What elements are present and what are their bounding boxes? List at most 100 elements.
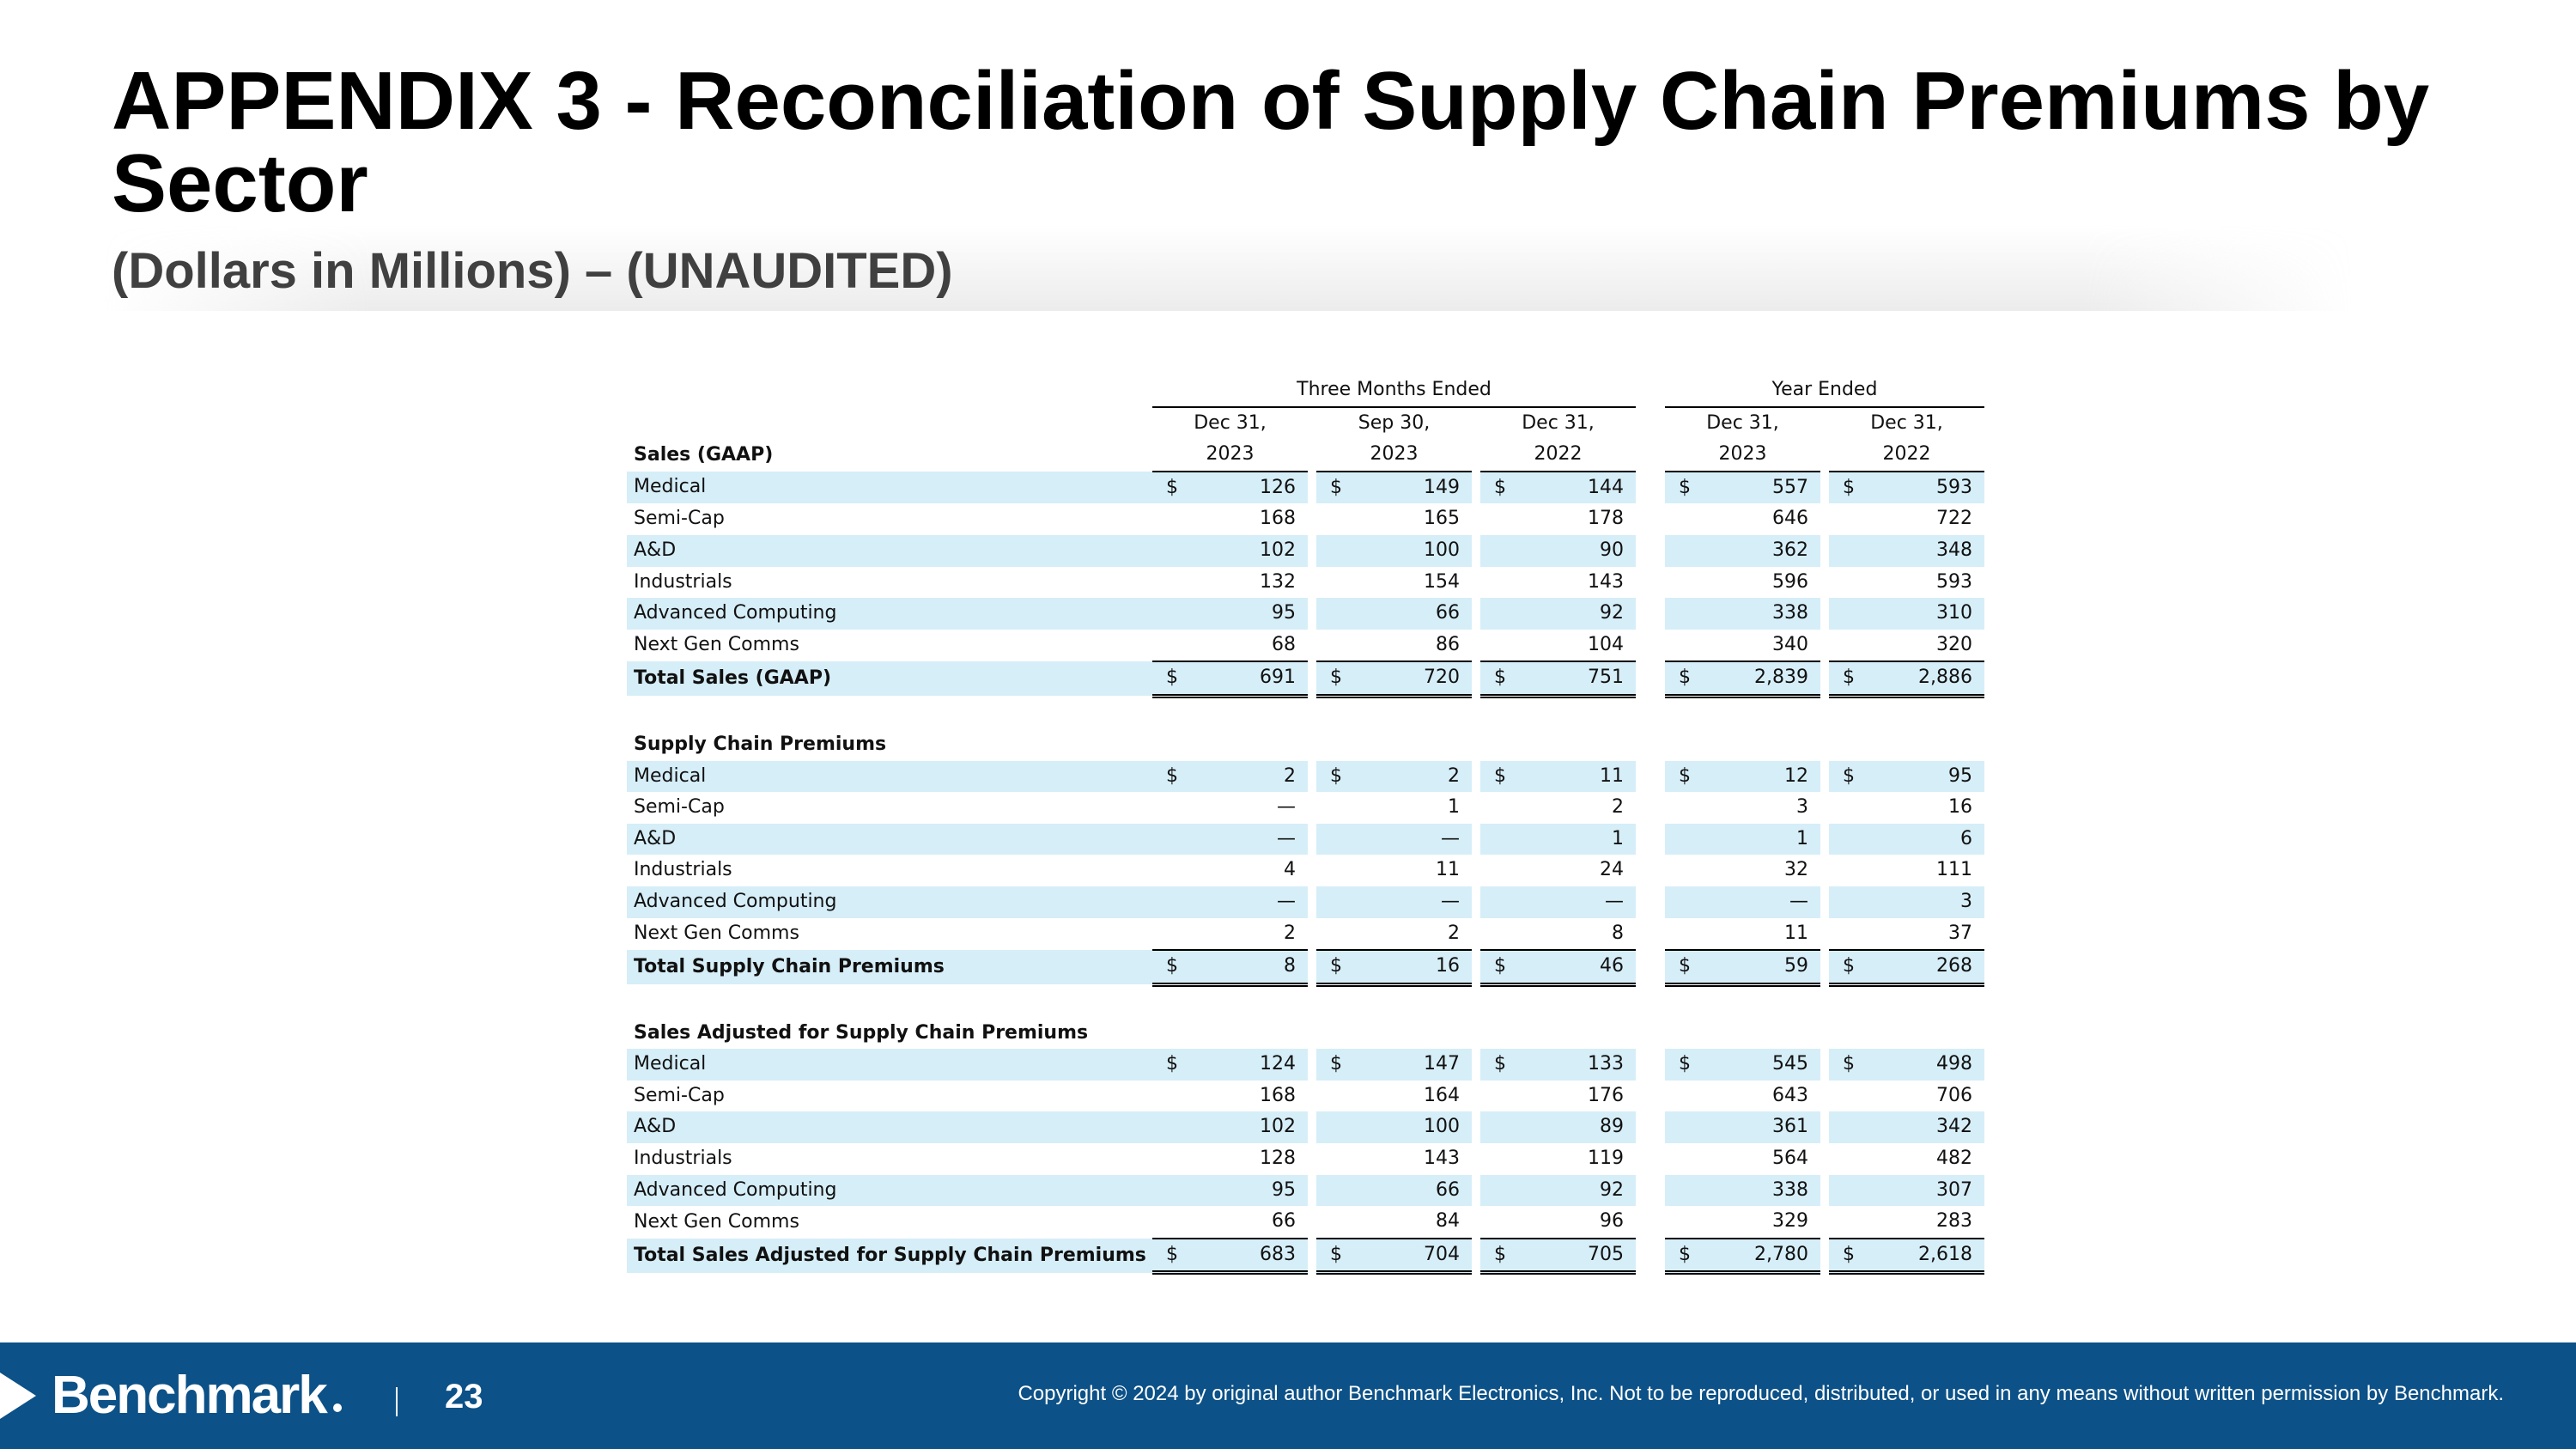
- value-cell: 1: [1448, 796, 1460, 819]
- currency-symbol: [1829, 630, 1880, 662]
- value-cell: 338: [1716, 598, 1820, 630]
- value-cell: 59: [1716, 949, 1820, 987]
- cell-gap: [1820, 1081, 1829, 1112]
- header-spacer: [1472, 439, 1480, 472]
- cell-gap: [1636, 1175, 1665, 1207]
- cell-gap: [1820, 630, 1829, 662]
- value-cell: 593: [1936, 570, 1972, 593]
- value-cell: 268: [1880, 949, 1984, 987]
- value-cell: 66: [1272, 1210, 1296, 1233]
- currency-symbol: [1316, 855, 1368, 886]
- value-cell: 2: [1448, 922, 1460, 944]
- header-spacer: [1308, 407, 1316, 440]
- cell-gap: [1636, 1081, 1665, 1112]
- currency-symbol: $: [1316, 760, 1368, 793]
- cell-gap: [1820, 1049, 1829, 1081]
- value-cell: 104: [1588, 633, 1624, 655]
- currency-symbol: $: [1480, 1237, 1532, 1275]
- row-label: Advanced Computing: [627, 1174, 1152, 1207]
- currency-symbol: [1316, 792, 1368, 824]
- cell-gap: [1820, 918, 1829, 951]
- value-cell: 706: [1936, 1084, 1972, 1106]
- currency-symbol: [1829, 567, 1880, 599]
- currency-symbol: [1316, 567, 1368, 599]
- value-cell: —: [1532, 886, 1636, 918]
- cell-gap: [1636, 1111, 1665, 1143]
- value-cell: 102: [1204, 1111, 1308, 1144]
- row-label: A&D: [627, 1111, 1152, 1144]
- cell-gap: [1636, 1206, 1665, 1239]
- currency-symbol: [1316, 598, 1368, 630]
- currency-symbol: [1152, 598, 1204, 630]
- value-cell: 683: [1204, 1237, 1308, 1275]
- value-cell: 2: [1612, 796, 1624, 819]
- value-cell: 100: [1368, 1111, 1472, 1144]
- currency-symbol: $: [1665, 760, 1716, 793]
- cell-gap: [1820, 950, 1829, 984]
- currency-symbol: $: [1829, 1049, 1880, 1081]
- currency-symbol: [1480, 886, 1532, 918]
- value-cell: 66: [1368, 598, 1472, 630]
- header-spacer: [1152, 729, 1984, 761]
- cell-gap: [1636, 472, 1665, 504]
- cell-gap: [1472, 761, 1480, 793]
- cell-gap: [1472, 824, 1480, 855]
- currency-symbol: [1480, 1111, 1532, 1144]
- cell-gap: [1308, 598, 1316, 630]
- cell-gap: [1636, 1049, 1665, 1081]
- value-cell: 596: [1772, 570, 1808, 593]
- row-label: Medical: [627, 1049, 1152, 1081]
- value-cell: 705: [1532, 1237, 1636, 1275]
- total-label: Total Sales Adjusted for Supply Chain Pr…: [627, 1238, 1152, 1273]
- value-cell: —: [1204, 823, 1308, 855]
- value-cell: 84: [1436, 1210, 1460, 1233]
- value-cell: 320: [1936, 633, 1972, 655]
- cell-gap: [1308, 855, 1316, 886]
- cell-gap: [1636, 918, 1665, 951]
- value-cell: 643: [1772, 1084, 1808, 1106]
- currency-symbol: [1829, 1143, 1880, 1175]
- currency-symbol: [1152, 918, 1204, 951]
- value-cell: 1: [1532, 823, 1636, 855]
- cell-gap: [1472, 1206, 1480, 1239]
- table-row: Medical $124 $147 $133 $545 $498: [627, 1049, 1984, 1081]
- value-cell: 168: [1260, 1084, 1296, 1106]
- table-row: Industrials 128 143 119 564 482: [627, 1143, 1984, 1175]
- slide-subtitle: (Dollars in Millions) – (UNAUDITED): [112, 243, 953, 299]
- cell-gap: [1820, 1111, 1829, 1143]
- row-label: Advanced Computing: [627, 886, 1152, 918]
- section-title: Sales Adjusted for Supply Chain Premiums: [634, 1021, 1089, 1044]
- group-header-row: Three Months Ended Year Ended: [627, 374, 1984, 408]
- value-cell: 149: [1368, 471, 1472, 504]
- cell-gap: [1472, 950, 1480, 984]
- currency-symbol: [1152, 1111, 1204, 1144]
- spacer-row: [627, 696, 1984, 729]
- value-cell: 143: [1424, 1148, 1460, 1170]
- value-cell: 329: [1772, 1210, 1808, 1233]
- section-title: Supply Chain Premiums: [634, 733, 887, 755]
- cell-gap: [1308, 1206, 1316, 1239]
- value-cell: 8: [1612, 922, 1624, 944]
- cell-gap: [1820, 535, 1829, 567]
- table-row: Medical $2 $2 $11 $12 $95: [627, 760, 1984, 793]
- currency-symbol: [1665, 534, 1716, 567]
- cell-gap: [1636, 1143, 1665, 1175]
- table-row: A&D 102 100 89 361 342: [627, 1111, 1984, 1144]
- currency-symbol: [1316, 1081, 1368, 1112]
- cell-gap: [1308, 950, 1316, 984]
- cell-gap: [1636, 598, 1665, 630]
- currency-symbol: $: [1480, 1049, 1532, 1081]
- section-title-row: Supply Chain Premiums: [627, 729, 1984, 761]
- logo-registered-dot-icon: [333, 1403, 342, 1412]
- header-spacer: [1636, 439, 1665, 472]
- cell-gap: [1308, 1143, 1316, 1175]
- value-cell: 722: [1936, 508, 1972, 530]
- cell-gap: [1820, 661, 1829, 696]
- value-cell: —: [1368, 823, 1472, 855]
- value-cell: 2,839: [1716, 661, 1820, 698]
- cell-gap: [1820, 598, 1829, 630]
- currency-symbol: $: [1829, 661, 1880, 698]
- currency-symbol: [1480, 1174, 1532, 1207]
- currency-symbol: $: [1665, 471, 1716, 504]
- cell-gap: [1308, 472, 1316, 504]
